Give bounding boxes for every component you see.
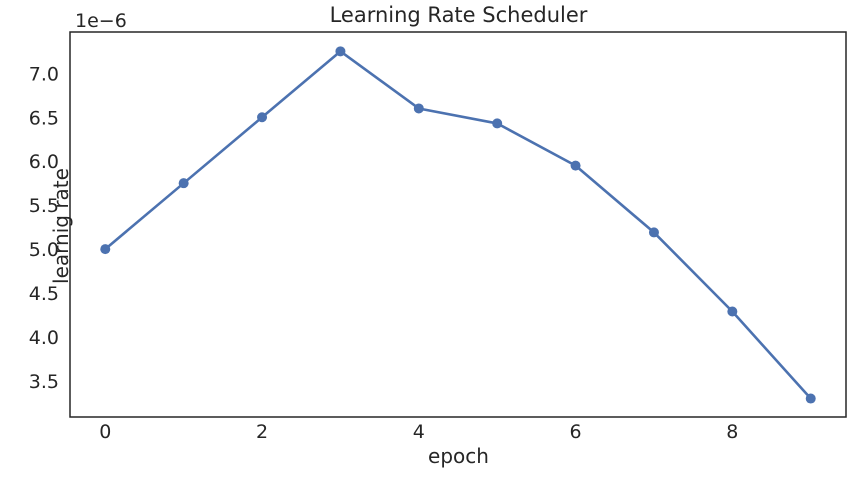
- y-tick-label: 6.5: [29, 107, 59, 129]
- x-tick-label: 8: [726, 421, 738, 443]
- y-tick-label: 4.5: [29, 283, 59, 305]
- data-point-marker: [100, 244, 111, 255]
- x-tick-label: 6: [570, 421, 582, 443]
- data-point-marker: [648, 227, 659, 238]
- y-tick-label: 3.5: [29, 371, 59, 393]
- axes-frame: [69, 31, 847, 418]
- data-point-marker: [570, 160, 581, 171]
- data-point-marker: [727, 306, 738, 317]
- series-line: [103, 50, 813, 400]
- y-axis-offset-label: 1e−6: [75, 10, 127, 32]
- data-point-marker: [335, 46, 346, 57]
- x-tick-label: 4: [413, 421, 425, 443]
- data-point-marker: [805, 393, 816, 404]
- y-tick-label: 7.0: [29, 63, 59, 85]
- y-axis-label: learnig rate: [48, 168, 73, 284]
- x-axis-label: epoch: [428, 444, 489, 468]
- x-tick-label: 2: [256, 421, 268, 443]
- y-tick-label: 6.0: [29, 151, 59, 173]
- x-tick-label: 0: [99, 421, 111, 443]
- data-point-marker: [413, 103, 424, 114]
- data-point-marker: [257, 112, 268, 123]
- chart-title: Learning Rate Scheduler: [329, 3, 588, 27]
- data-point-marker: [178, 178, 189, 189]
- y-tick-label: 5.5: [29, 195, 59, 217]
- data-point-marker: [492, 118, 503, 129]
- y-tick-label: 5.0: [29, 239, 59, 261]
- y-tick-label: 4.0: [29, 327, 59, 349]
